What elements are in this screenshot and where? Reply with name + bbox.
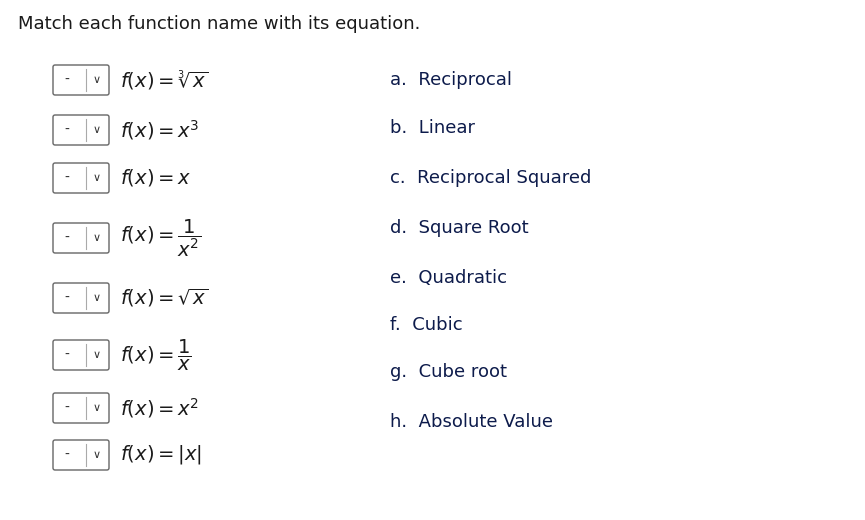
- Text: ∨: ∨: [93, 403, 100, 413]
- Text: -: -: [64, 171, 69, 185]
- Text: $f(x) = \sqrt[3]{x}$: $f(x) = \sqrt[3]{x}$: [120, 68, 208, 92]
- Text: a.  Reciprocal: a. Reciprocal: [390, 71, 512, 89]
- Text: -: -: [64, 123, 69, 137]
- Text: g.  Cube root: g. Cube root: [390, 363, 507, 381]
- Text: -: -: [64, 401, 69, 415]
- FancyBboxPatch shape: [53, 340, 109, 370]
- Text: ∨: ∨: [93, 350, 100, 360]
- Text: Match each function name with its equation.: Match each function name with its equati…: [18, 15, 420, 33]
- Text: $f(x) = \dfrac{1}{x^2}$: $f(x) = \dfrac{1}{x^2}$: [120, 217, 202, 259]
- Text: ∨: ∨: [93, 450, 100, 460]
- Text: -: -: [64, 348, 69, 362]
- Text: -: -: [64, 73, 69, 87]
- Text: b.  Linear: b. Linear: [390, 119, 475, 137]
- Text: $f(x) = x^3$: $f(x) = x^3$: [120, 118, 200, 142]
- FancyBboxPatch shape: [53, 223, 109, 253]
- Text: ∨: ∨: [93, 75, 100, 85]
- Text: e.  Quadratic: e. Quadratic: [390, 269, 507, 287]
- Text: c.  Reciprocal Squared: c. Reciprocal Squared: [390, 169, 592, 187]
- Text: $f(x) = \dfrac{1}{x}$: $f(x) = \dfrac{1}{x}$: [120, 337, 192, 372]
- FancyBboxPatch shape: [53, 283, 109, 313]
- FancyBboxPatch shape: [53, 115, 109, 145]
- FancyBboxPatch shape: [53, 393, 109, 423]
- Text: -: -: [64, 448, 69, 462]
- Text: ∨: ∨: [93, 293, 100, 303]
- Text: f.  Cubic: f. Cubic: [390, 316, 463, 334]
- FancyBboxPatch shape: [53, 163, 109, 193]
- Text: $f(x) = x$: $f(x) = x$: [120, 167, 191, 188]
- FancyBboxPatch shape: [53, 65, 109, 95]
- Text: $f(x) = |x|$: $f(x) = |x|$: [120, 444, 202, 466]
- Text: -: -: [64, 231, 69, 245]
- Text: d.  Square Root: d. Square Root: [390, 219, 529, 237]
- Text: ∨: ∨: [93, 173, 100, 183]
- Text: h.  Absolute Value: h. Absolute Value: [390, 413, 553, 431]
- Text: $f(x) = x^2$: $f(x) = x^2$: [120, 396, 199, 420]
- FancyBboxPatch shape: [53, 440, 109, 470]
- Text: $f(x) = \sqrt{x}$: $f(x) = \sqrt{x}$: [120, 287, 208, 309]
- Text: ∨: ∨: [93, 233, 100, 243]
- Text: ∨: ∨: [93, 125, 100, 135]
- Text: -: -: [64, 291, 69, 305]
